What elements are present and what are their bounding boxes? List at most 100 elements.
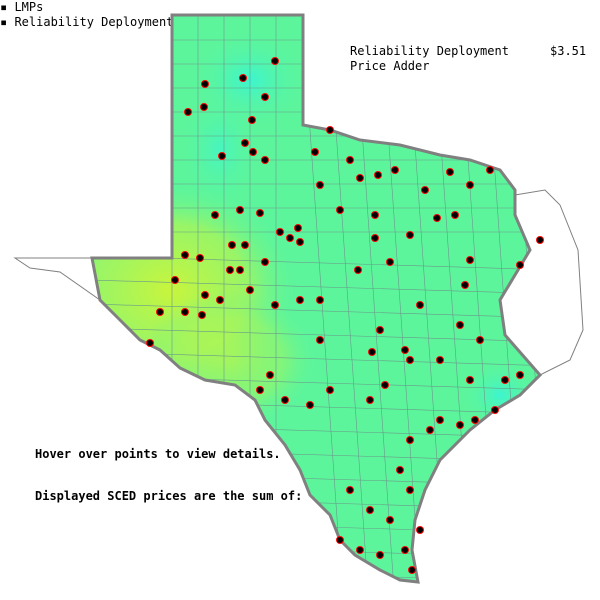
settlement-point-marker[interactable] <box>241 139 249 147</box>
settlement-point-marker[interactable] <box>446 168 454 176</box>
settlement-point-marker[interactable] <box>436 356 444 364</box>
settlement-point-marker[interactable] <box>366 506 374 514</box>
settlement-point-marker[interactable] <box>218 152 226 160</box>
settlement-point-marker[interactable] <box>451 211 459 219</box>
settlement-point-marker[interactable] <box>236 206 244 214</box>
settlement-point-marker[interactable] <box>249 148 257 156</box>
settlement-point-marker[interactable] <box>436 416 444 424</box>
settlement-point-marker[interactable] <box>326 386 334 394</box>
settlement-point-marker[interactable] <box>316 181 324 189</box>
settlement-point-marker[interactable] <box>433 214 441 222</box>
settlement-point-marker[interactable] <box>486 166 494 174</box>
settlement-point-marker[interactable] <box>416 526 424 534</box>
settlement-point-marker[interactable] <box>316 296 324 304</box>
settlement-point-marker[interactable] <box>466 376 474 384</box>
settlement-point-marker[interactable] <box>401 546 409 554</box>
settlement-point-marker[interactable] <box>184 108 192 116</box>
settlement-point-marker[interactable] <box>421 186 429 194</box>
settlement-point-marker[interactable] <box>408 566 416 574</box>
settlement-point-marker[interactable] <box>426 426 434 434</box>
settlement-point-marker[interactable] <box>406 231 414 239</box>
settlement-point-marker[interactable] <box>456 321 464 329</box>
settlement-point-marker[interactable] <box>311 148 319 156</box>
settlement-point-marker[interactable] <box>241 241 249 249</box>
settlement-point-marker[interactable] <box>261 258 269 266</box>
settlement-point-marker[interactable] <box>391 166 399 174</box>
settlement-point-marker[interactable] <box>516 261 524 269</box>
settlement-point-marker[interactable] <box>386 516 394 524</box>
settlement-point-marker[interactable] <box>406 436 414 444</box>
settlement-point-marker[interactable] <box>286 234 294 242</box>
settlement-point-marker[interactable] <box>491 406 499 414</box>
county-line <box>92 351 540 368</box>
settlement-point-marker[interactable] <box>416 301 424 309</box>
settlement-point-marker[interactable] <box>256 209 264 217</box>
settlement-point-marker[interactable] <box>261 93 269 101</box>
settlement-point-marker[interactable] <box>374 171 382 179</box>
settlement-point-marker[interactable] <box>266 371 274 379</box>
settlement-point-marker[interactable] <box>146 339 154 347</box>
settlement-point-marker[interactable] <box>516 371 524 379</box>
settlement-point-marker[interactable] <box>316 336 324 344</box>
settlement-point-marker[interactable] <box>386 258 394 266</box>
settlement-point-marker[interactable] <box>281 396 289 404</box>
settlement-point-marker[interactable] <box>171 276 179 284</box>
settlement-point-marker[interactable] <box>366 396 374 404</box>
settlement-point-marker[interactable] <box>239 74 247 82</box>
settlement-point-marker[interactable] <box>381 381 389 389</box>
settlement-point-marker[interactable] <box>228 241 236 249</box>
settlement-point-marker[interactable] <box>401 346 409 354</box>
settlement-point-marker[interactable] <box>396 466 404 474</box>
settlement-point-marker[interactable] <box>346 486 354 494</box>
settlement-point-marker[interactable] <box>248 116 256 124</box>
settlement-point-marker[interactable] <box>181 308 189 316</box>
settlement-point-marker[interactable] <box>211 211 219 219</box>
settlement-point-marker[interactable] <box>466 256 474 264</box>
settlement-point-marker[interactable] <box>371 234 379 242</box>
settlement-point-marker[interactable] <box>201 80 209 88</box>
settlement-point-marker[interactable] <box>471 416 479 424</box>
settlement-point-marker[interactable] <box>236 266 244 274</box>
settlement-point-marker[interactable] <box>196 254 204 262</box>
settlement-point-marker[interactable] <box>336 206 344 214</box>
settlement-point-marker[interactable] <box>336 536 344 544</box>
settlement-point-marker[interactable] <box>376 551 384 559</box>
settlement-point-marker[interactable] <box>376 326 384 334</box>
settlement-point-marker[interactable] <box>296 238 304 246</box>
settlement-point-marker[interactable] <box>356 546 364 554</box>
settlement-point-marker[interactable] <box>296 296 304 304</box>
settlement-point-marker[interactable] <box>501 376 509 384</box>
settlement-point-marker[interactable] <box>406 356 414 364</box>
settlement-point-marker[interactable] <box>216 296 224 304</box>
non-ercot-region-west <box>13 257 101 302</box>
settlement-point-marker[interactable] <box>271 301 279 309</box>
settlement-point-marker[interactable] <box>271 57 279 65</box>
settlement-point-marker[interactable] <box>326 126 334 134</box>
settlement-point-marker[interactable] <box>536 236 544 244</box>
settlement-point-marker[interactable] <box>406 486 414 494</box>
settlement-point-marker[interactable] <box>456 421 464 429</box>
settlement-point-marker[interactable] <box>461 281 469 289</box>
settlement-point-marker[interactable] <box>476 336 484 344</box>
settlement-point-marker[interactable] <box>346 156 354 164</box>
settlement-point-marker[interactable] <box>354 266 362 274</box>
settlement-point-marker[interactable] <box>156 308 164 316</box>
settlement-point-marker[interactable] <box>306 401 314 409</box>
settlement-point-marker[interactable] <box>226 266 234 274</box>
settlement-point-marker[interactable] <box>200 103 208 111</box>
settlement-point-marker[interactable] <box>466 181 474 189</box>
settlement-point-marker[interactable] <box>356 174 364 182</box>
settlement-point-marker[interactable] <box>371 211 379 219</box>
settlement-point-marker[interactable] <box>201 291 209 299</box>
summary-item-lmps: LMPs <box>0 0 600 15</box>
settlement-point-marker[interactable] <box>294 224 302 232</box>
settlement-point-marker[interactable] <box>261 156 269 164</box>
settlement-point-marker[interactable] <box>368 348 376 356</box>
settlement-point-marker[interactable] <box>246 286 254 294</box>
summary-heading: Displayed SCED prices are the sum of: <box>35 489 303 503</box>
settlement-point-marker[interactable] <box>256 386 264 394</box>
settlement-point-marker[interactable] <box>181 251 189 259</box>
settlement-point-marker[interactable] <box>276 228 284 236</box>
settlement-point-marker[interactable] <box>198 311 206 319</box>
